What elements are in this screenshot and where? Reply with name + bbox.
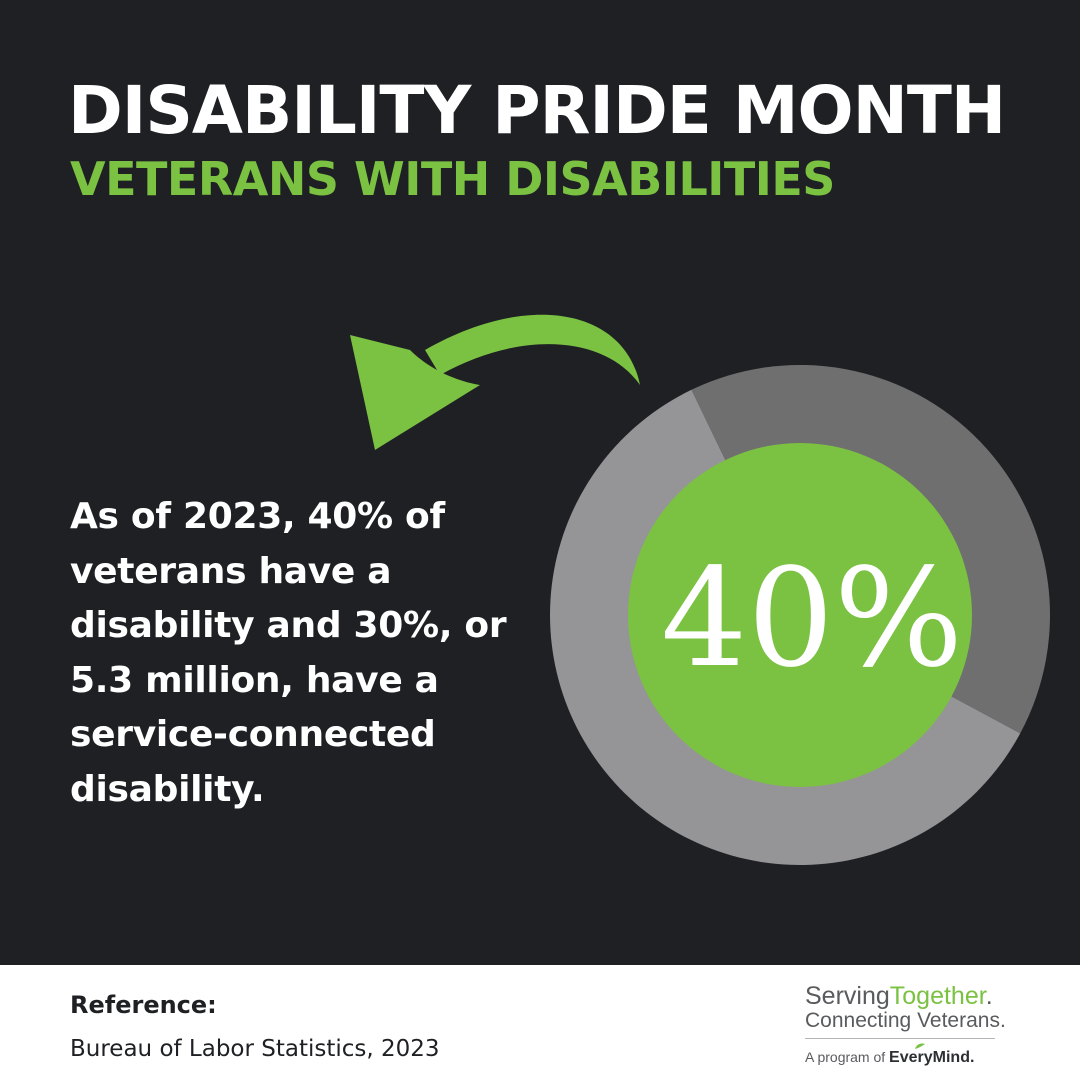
program-name: EveryMind: [889, 1049, 970, 1066]
program-name-wrap: EveryMind.: [889, 1043, 975, 1066]
brand-name-part1: Serving: [805, 982, 890, 1010]
percentage-donut-chart: 40%: [550, 365, 1050, 865]
page-subtitle: VETERANS WITH DISABILITIES: [70, 152, 835, 206]
program-prefix: A program of: [805, 1049, 886, 1065]
reference-source: Bureau of Labor Statistics, 2023: [70, 1036, 440, 1062]
brand-name-dot: .: [985, 982, 993, 1010]
program-dot: .: [969, 1049, 975, 1066]
donut-center-circle: [628, 443, 972, 787]
brand-name-part2: Together: [889, 982, 986, 1010]
curved-arrow-icon: [350, 314, 640, 450]
reference-label: Reference:: [70, 991, 217, 1019]
footer: Reference: Bureau of Labor Statistics, 2…: [0, 965, 1080, 1080]
leaf-icon: [915, 1043, 926, 1049]
brand-logo: ServingTogether. Connecting Veterans. A …: [805, 983, 1045, 1066]
donut-center-label: 40%: [661, 540, 963, 698]
statistic-statement: As of 2023, 40% of veterans have a disab…: [70, 496, 507, 810]
brand-tagline: Connecting Veterans.: [805, 1010, 1006, 1039]
main-panel: DISABILITY PRIDE MONTH VETERANS WITH DIS…: [68, 72, 1050, 865]
program-credit: A program of EveryMind.: [805, 1043, 1045, 1066]
brand-name: ServingTogether.: [805, 983, 1045, 1010]
page-title: DISABILITY PRIDE MONTH: [68, 72, 1006, 149]
